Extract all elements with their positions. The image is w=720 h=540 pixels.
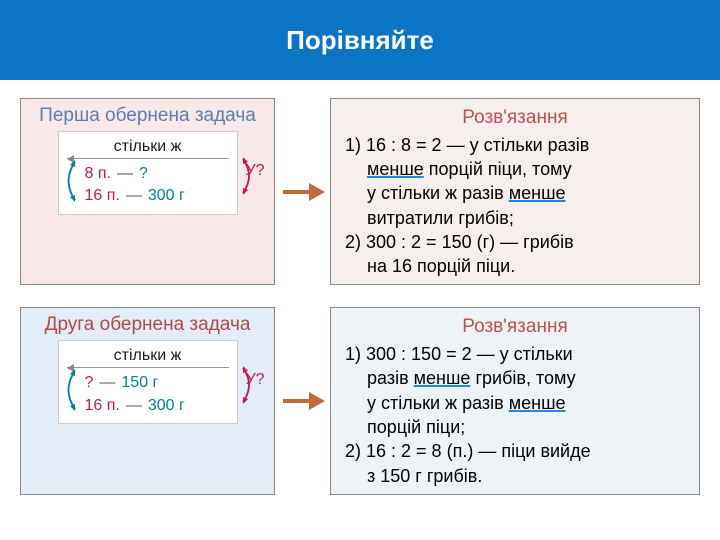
t: на 16 порцій піци. — [367, 256, 515, 276]
t: (п.) — піци вийде — [447, 441, 591, 461]
t: з 150 г грибів. — [367, 466, 482, 486]
solution1-title: Розв'язання — [341, 105, 689, 131]
t: порцій піци, тому — [429, 159, 572, 179]
header: Порівняйте — [0, 0, 720, 80]
solution1-step1: 1) 16 : 8 = 2 — у стільки разів — [341, 133, 689, 157]
t: порцій піци; — [367, 417, 465, 437]
content: Перша обернена задача стільки ж 8 п. — ? — [0, 80, 720, 535]
val: ? — [85, 372, 94, 394]
y-label: У? — [245, 371, 264, 389]
solution2-step1c: у стільки ж разів менше — [341, 391, 689, 415]
t: у стільки ж разів — [367, 393, 504, 413]
t: менше — [414, 368, 471, 388]
val: 16 п. — [85, 185, 120, 207]
solution2-step1d: порцій піци; — [341, 415, 689, 439]
t: грибів, тому — [475, 368, 575, 388]
task2-diagram: стільки ж ? — 150 г 16 п. — 300 г — [58, 340, 238, 424]
t: витратили грибів; — [367, 208, 514, 228]
task-row-2: Друга обернена задача стільки ж ? — 150 … — [20, 307, 700, 494]
y-label: У? — [245, 162, 264, 180]
diagram-row-2: 16 п. — 300 г — [67, 395, 229, 417]
t: менше — [509, 183, 566, 203]
val: 300 г — [148, 395, 185, 417]
solution2-step1: 1) 300 : 150 = 2 — у стільки — [341, 342, 689, 366]
task1-box: Перша обернена задача стільки ж 8 п. — ? — [20, 98, 275, 285]
curved-arrows-icon — [61, 158, 79, 204]
diagram-header-text: стільки ж — [114, 138, 182, 155]
dash: — — [126, 185, 142, 207]
t: — у стільки — [477, 344, 573, 364]
diagram-row-2: 16 п. — 300 г — [67, 185, 229, 207]
diagram-header: стільки ж — [67, 347, 229, 368]
diagram-header-text: стільки ж — [114, 347, 182, 364]
t: 1) 300 : 150 = 2 — [345, 344, 472, 364]
solution2-step2b: з 150 г грибів. — [341, 464, 689, 488]
arrow-right-icon — [281, 178, 325, 206]
solution1-step2: 2) 300 : 2 = 150 (г) — грибів — [341, 230, 689, 254]
val: 300 г — [148, 185, 185, 207]
t: — у стільки разів — [447, 135, 590, 155]
val: 16 п. — [85, 395, 120, 417]
t: (г) — грибів — [477, 232, 574, 252]
solution1-step1d: витратили грибів; — [341, 206, 689, 230]
t: 2) 300 : 2 = 150 — [345, 232, 472, 252]
t: 1) 16 : 8 = 2 — [345, 135, 442, 155]
page-title: Порівняйте — [286, 25, 434, 56]
arrow-col — [275, 307, 330, 494]
val: 8 п. — [85, 163, 111, 185]
val: 150 г — [121, 372, 158, 394]
solution2-step2: 2) 16 : 2 = 8 (п.) — піци вийде — [341, 439, 689, 463]
diagram-row-1: ? — 150 г — [67, 372, 229, 394]
solution1-step1c: у стільки ж разів менше — [341, 181, 689, 205]
solution1-step1b: менше порцій піци, тому — [341, 157, 689, 181]
dash: — — [117, 163, 133, 185]
curved-arrows-icon — [61, 367, 79, 413]
dash: — — [126, 395, 142, 417]
t: 2) 16 : 2 = 8 — [345, 441, 442, 461]
task1-title: Перша обернена задача — [39, 105, 256, 127]
solution2-step1b: разів менше грибів, тому — [341, 366, 689, 390]
solution2-box: Розв'язання 1) 300 : 150 = 2 — у стільки… — [330, 307, 700, 494]
dash: — — [99, 372, 115, 394]
solution2-title: Розв'язання — [341, 314, 689, 340]
val: ? — [139, 163, 148, 185]
diagram-header: стільки ж — [67, 138, 229, 159]
solution1-box: Розв'язання 1) 16 : 8 = 2 — у стільки ра… — [330, 98, 700, 285]
t: менше — [509, 393, 566, 413]
task2-box: Друга обернена задача стільки ж ? — 150 … — [20, 307, 275, 494]
arrow-col — [275, 98, 330, 285]
arrow-right-icon — [281, 387, 325, 415]
t: менше — [367, 159, 424, 179]
diagram-row-1: 8 п. — ? — [67, 163, 229, 185]
task2-title: Друга обернена задача — [45, 314, 251, 336]
task-row-1: Перша обернена задача стільки ж 8 п. — ? — [20, 98, 700, 285]
t: у стільки ж разів — [367, 183, 504, 203]
t: разів — [367, 368, 409, 388]
solution1-step2b: на 16 порцій піци. — [341, 254, 689, 278]
task1-diagram: стільки ж 8 п. — ? 16 п. — 300 г — [58, 131, 238, 215]
